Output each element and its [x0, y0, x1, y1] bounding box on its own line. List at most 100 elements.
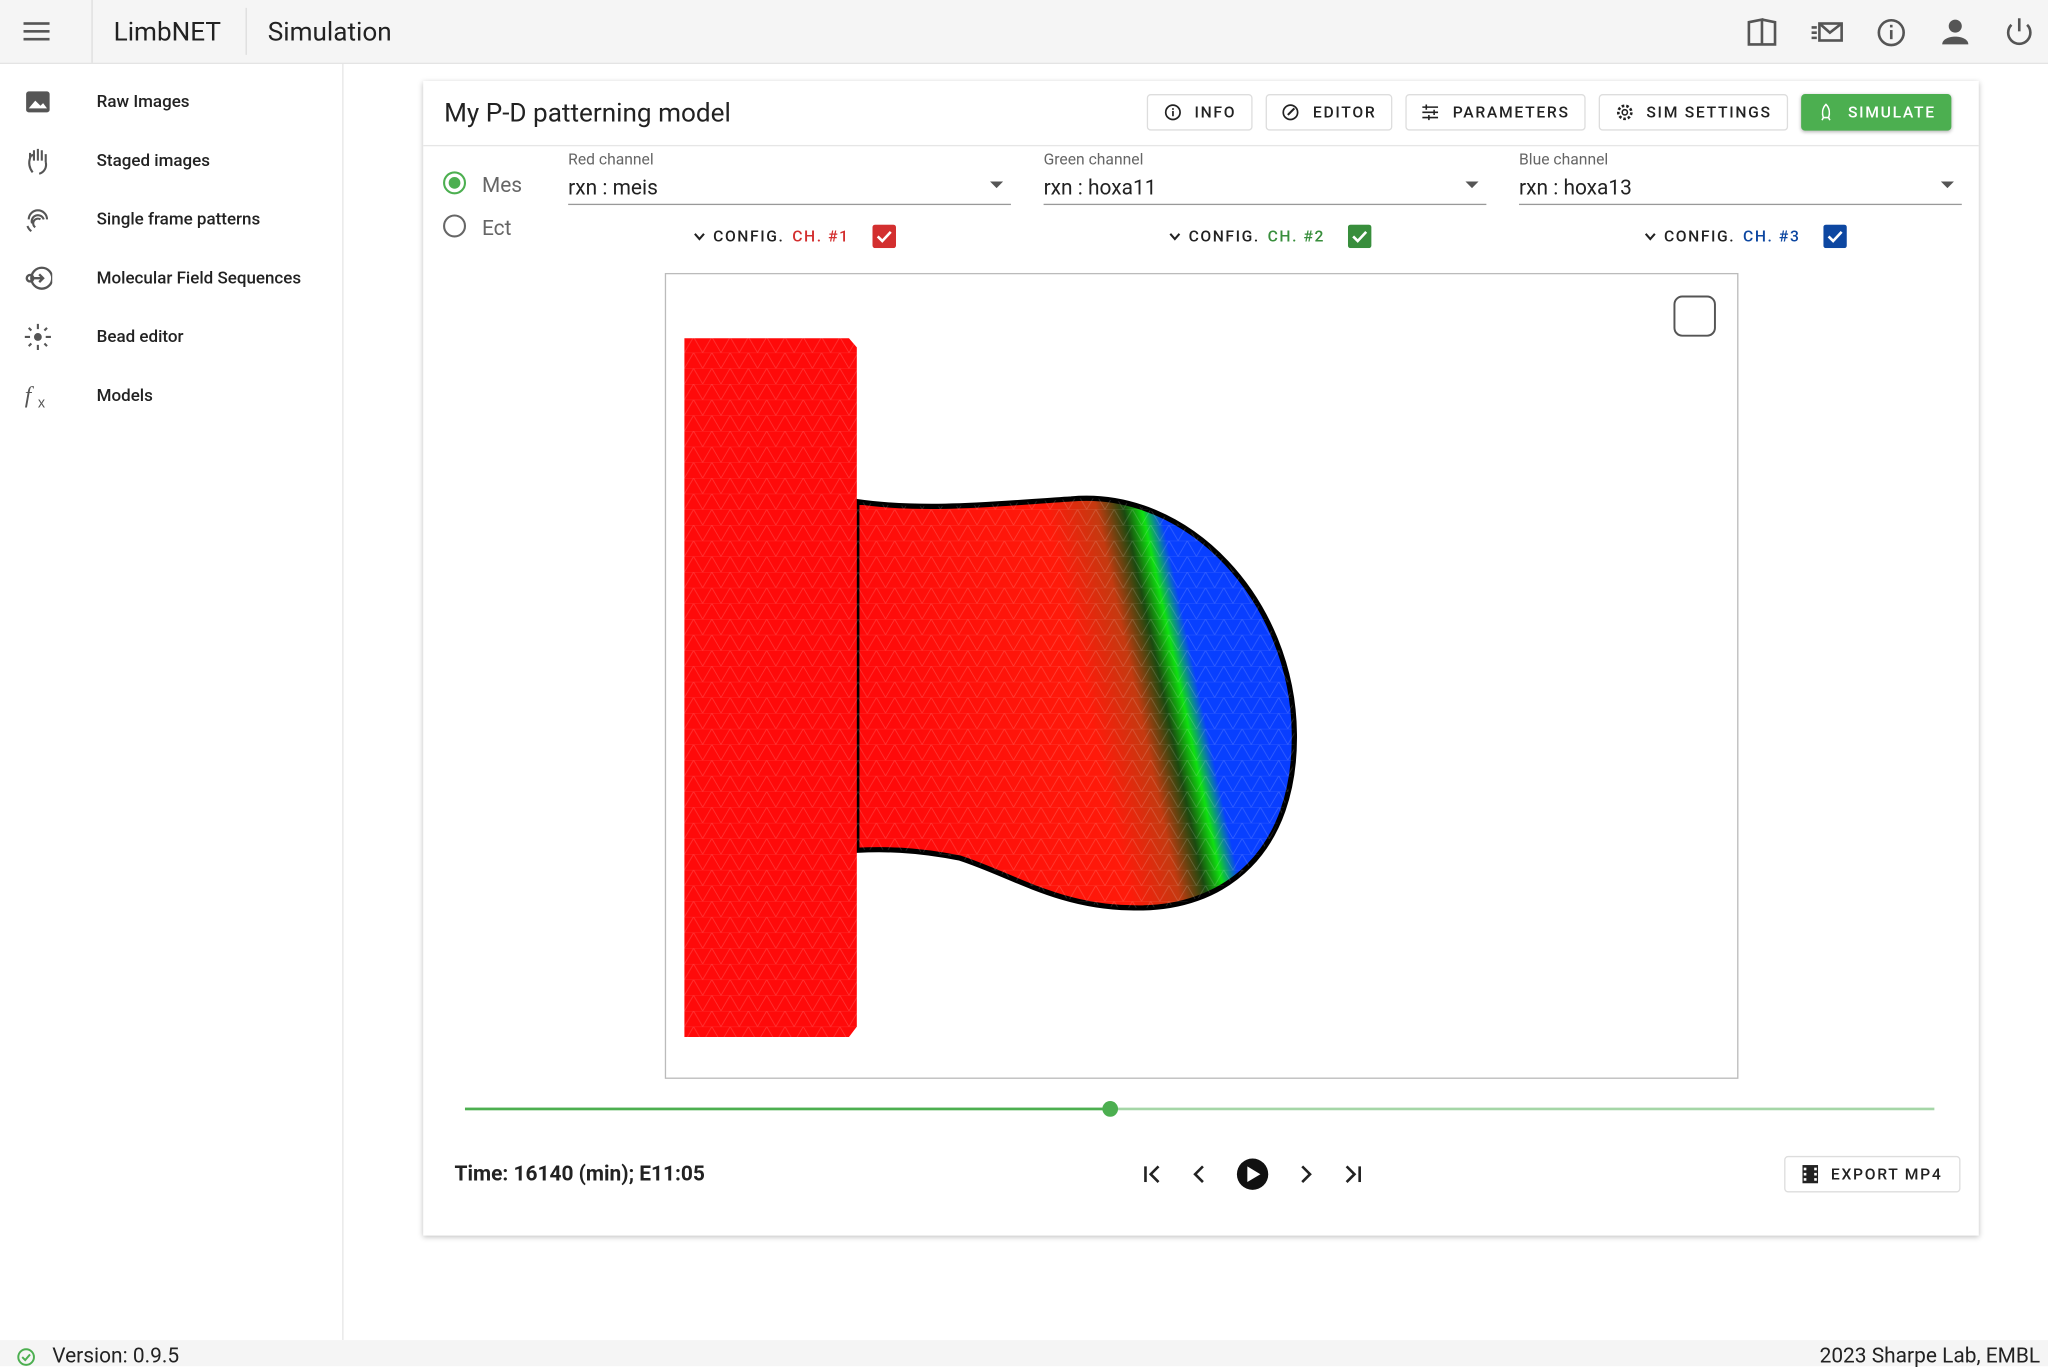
channel-value: rxn : meis [568, 175, 658, 200]
channel-label: Green channel [1043, 150, 1144, 169]
nav-icon [26, 209, 49, 233]
channel-number: CH. #2 [1267, 227, 1325, 246]
limb-render [684, 295, 1716, 1038]
info-icon[interactable] [1877, 18, 1905, 47]
credit: 2023 Sharpe Lab, EMBL [1819, 1342, 2041, 1368]
tissue-radio[interactable]: Ect [441, 210, 545, 241]
power-icon[interactable] [2006, 18, 2032, 46]
divider [423, 144, 1979, 147]
time-label: Time: 16140 (min); E11:05 [454, 1161, 705, 1186]
toolbar-icons [1747, 17, 2032, 47]
fullscreen-toggle[interactable] [1673, 295, 1716, 337]
nav-item[interactable]: Single frame patterns [0, 197, 342, 241]
nav-label: Staged images [96, 151, 210, 172]
divider [91, 0, 93, 63]
config-label: CONFIG. [1663, 227, 1736, 246]
nav-icon [28, 148, 48, 175]
svg-text:x: x [38, 396, 46, 411]
export-label: EXPORT MP4 [1830, 1165, 1943, 1184]
channel-label: Blue channel [1519, 150, 1609, 169]
model-title: My P-D patterning model [444, 96, 731, 128]
button-icon [1616, 104, 1632, 121]
toolbar-button[interactable]: PARAMETERS [1405, 94, 1586, 131]
button-icon [1164, 104, 1181, 121]
app-name: LimbNET [113, 15, 221, 48]
divider [245, 7, 247, 55]
nav-label: Raw Images [96, 92, 190, 113]
time-slider[interactable] [462, 1097, 1938, 1121]
button-icon [1282, 104, 1299, 121]
slider-thumb[interactable] [1102, 1101, 1119, 1117]
nav-label: Molecular Field Sequences [96, 269, 302, 289]
channel-label: Red channel [568, 150, 654, 169]
dropdown-arrow [1465, 181, 1479, 189]
channel-config[interactable]: CONFIG. CH. #1 [694, 223, 897, 249]
nav-icon [26, 91, 50, 113]
button-label: PARAMETERS [1452, 103, 1570, 122]
sidebar: Raw Images Staged images Single frame patt… [0, 63, 344, 1341]
channel-select[interactable]: Red channel rxn : meis [568, 149, 1011, 206]
channel-config[interactable]: CONFIG. CH. #3 [1644, 223, 1848, 249]
nav-label: Bead editor [96, 327, 184, 348]
channel-number: CH. #1 [792, 227, 850, 246]
version: Version: 0.9.5 [52, 1342, 180, 1368]
nav-icon [25, 266, 53, 290]
nav-icon [24, 323, 51, 351]
dropdown-arrow [990, 181, 1004, 189]
book-icon[interactable] [1747, 17, 1777, 46]
last-frame[interactable] [1345, 1165, 1361, 1183]
nav-label: Single frame patterns [96, 210, 261, 230]
channel-config[interactable]: CONFIG. CH. #2 [1169, 223, 1373, 249]
channel-checkbox [1823, 224, 1848, 249]
config-label: CONFIG. [1188, 227, 1260, 246]
chevron [1169, 233, 1181, 241]
button-icon [1422, 104, 1439, 121]
playback-controls [1144, 1158, 1361, 1190]
channel-value: rxn : hoxa11 [1043, 175, 1157, 200]
nav-item[interactable]: Raw Images [0, 80, 342, 124]
model-card: My P-D patterning model INFO EDITOR PARAME… [423, 80, 1979, 1236]
button-label: EDITOR [1312, 103, 1377, 122]
config-label: CONFIG. [713, 227, 785, 246]
nav-item[interactable]: Staged images [0, 138, 342, 182]
dropdown-arrow [1940, 181, 1954, 189]
radio-circle [443, 214, 467, 238]
app-bar: LimbNET Simulation [0, 0, 2048, 64]
toolbar-button[interactable]: SIM SETTINGS [1598, 94, 1789, 131]
radio-label: Ect [481, 215, 512, 241]
mesh-overlay [684, 338, 1295, 1038]
nav-item[interactable]: Bead editor [0, 315, 342, 359]
menu-button[interactable] [23, 20, 50, 44]
toolbar-button[interactable]: INFO [1146, 94, 1253, 131]
chevron [694, 233, 705, 241]
mail-icon[interactable] [1811, 22, 1843, 42]
radio-label: Mes [481, 172, 523, 198]
first-frame[interactable] [1144, 1165, 1160, 1183]
simulation-viewport [664, 272, 1739, 1079]
prev-frame[interactable] [1193, 1165, 1204, 1183]
channel-select[interactable]: Green channel rxn : hoxa11 [1043, 149, 1487, 206]
button-label: SIMULATE [1847, 103, 1936, 122]
toolbar-button[interactable]: SIMULATE [1801, 94, 1952, 131]
status-icon [17, 1348, 35, 1366]
radio-circle [443, 171, 467, 195]
export-button[interactable]: EXPORT MP4 [1784, 1155, 1961, 1193]
button-icon [1821, 103, 1831, 121]
page-title: Simulation [267, 15, 392, 48]
play[interactable] [1236, 1158, 1269, 1190]
nav-item[interactable]: f x Models [0, 374, 342, 418]
channel-value: rxn : hoxa13 [1519, 175, 1632, 200]
toolbar-button[interactable]: EDITOR [1265, 94, 1393, 131]
account-icon[interactable] [1942, 19, 1969, 45]
nav-label: Models [96, 386, 153, 407]
channel-select[interactable]: Blue channel rxn : hoxa13 [1519, 149, 1962, 206]
channel-checkbox [1348, 224, 1373, 249]
nav-item[interactable]: Molecular Field Sequences [0, 256, 342, 300]
button-label: SIM SETTINGS [1646, 103, 1772, 122]
chevron [1644, 233, 1656, 241]
tissue-radio[interactable]: Mes [441, 167, 545, 198]
film-icon [1802, 1165, 1818, 1184]
svg-text:f: f [25, 382, 35, 408]
next-frame[interactable] [1301, 1165, 1312, 1183]
